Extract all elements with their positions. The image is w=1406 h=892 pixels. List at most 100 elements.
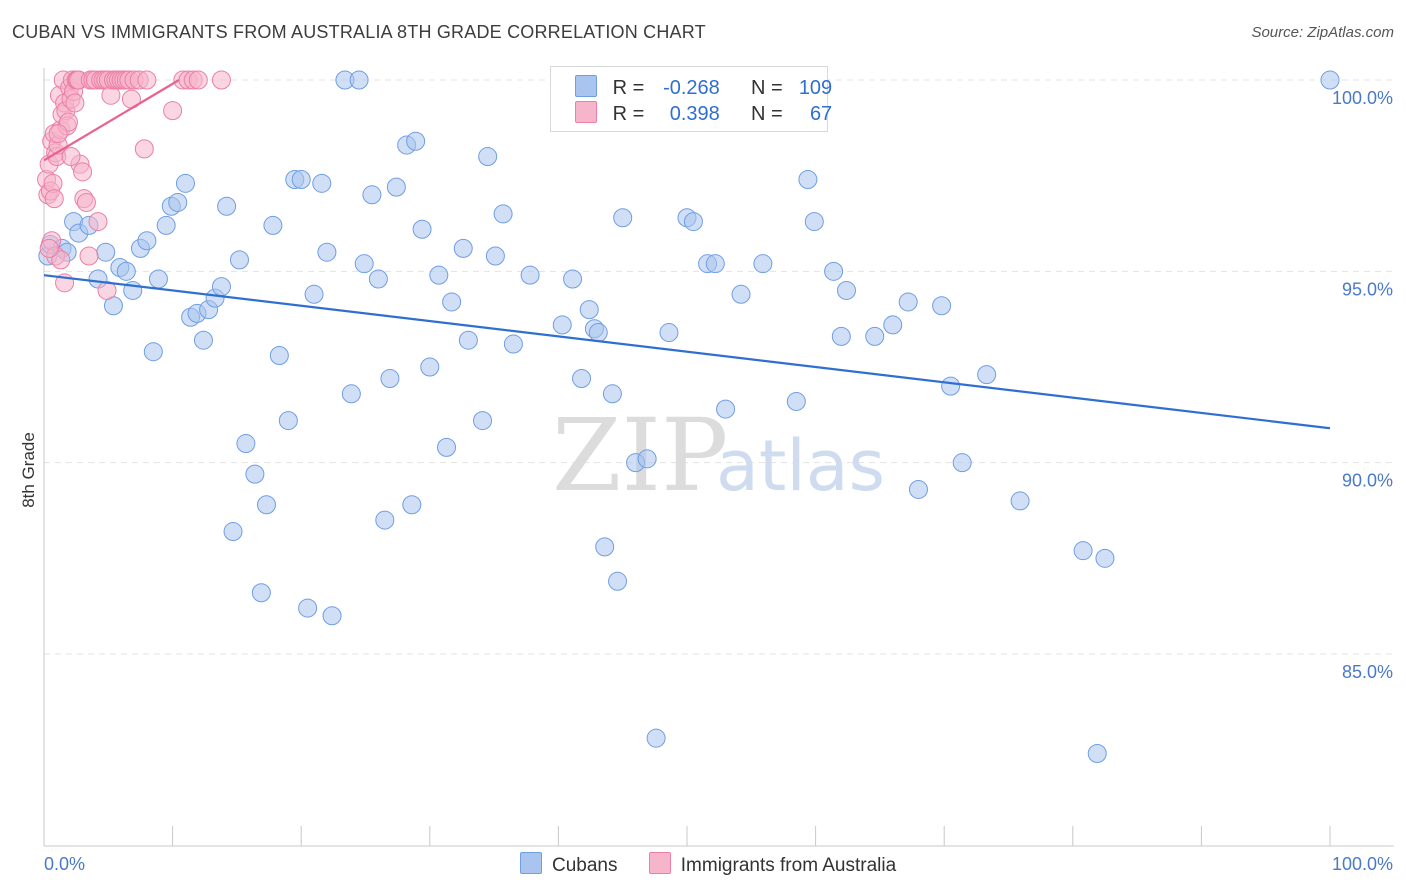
cubans-point (659, 323, 679, 343)
cubans-point (429, 265, 449, 285)
legend-item-cubans: Cubans (520, 852, 618, 877)
cubans-point (256, 495, 276, 515)
australia-point (76, 192, 96, 212)
cubans-point (251, 583, 271, 603)
cubans-trend-line (43, 274, 1331, 430)
cubans-point (898, 292, 918, 312)
cubans-point (503, 334, 523, 354)
cubans-point (716, 399, 736, 419)
cubans-point (442, 292, 462, 312)
australia-point (134, 139, 154, 159)
cubans-point (932, 296, 952, 316)
cubans-point (406, 131, 426, 151)
australia-point (188, 70, 208, 90)
cubans-point (143, 342, 163, 362)
cubans-point (977, 365, 997, 385)
points (37, 70, 1340, 763)
cubans-point (269, 346, 289, 366)
australia-point (211, 70, 231, 90)
n-label: N = (750, 103, 783, 125)
cubans-point (412, 219, 432, 239)
cubans-point (291, 169, 311, 189)
cubans-point (298, 598, 318, 618)
legend-swatch-australia (648, 852, 671, 874)
n-value: 67 (809, 103, 833, 125)
cubans-point (552, 315, 572, 335)
cubans-point (602, 384, 622, 404)
legend-label-australia: Immigrants from Australia (680, 855, 897, 876)
cubans-point (1010, 491, 1030, 511)
cubans-point (354, 254, 374, 274)
cubans-point (493, 204, 513, 224)
legend-item-australia: Immigrants from Australia (648, 852, 897, 877)
cubans-point (824, 261, 844, 281)
cubans-point (637, 449, 657, 469)
cubans-point (478, 147, 498, 167)
cubans-point (116, 261, 136, 281)
cubans-point (148, 269, 168, 289)
r-value: 0.398 (669, 103, 720, 125)
cubans-point (579, 300, 599, 320)
cubans-point (520, 265, 540, 285)
gridlines (44, 79, 1394, 655)
cubans-point (1320, 70, 1340, 90)
cubans-point (485, 246, 505, 266)
cubans-point (168, 192, 188, 212)
cubans-point (211, 277, 231, 297)
cubans-point (804, 212, 824, 232)
chart-title: CUBAN VS IMMIGRANTS FROM AUSTRALIA 8TH G… (12, 22, 706, 42)
legend-row-australia: R = 0.398 N = 67 (575, 101, 832, 127)
australia-point (39, 238, 59, 258)
australia-point (163, 101, 183, 121)
cubans-point (865, 326, 885, 346)
cubans-point (952, 453, 972, 473)
cubans-point (588, 323, 608, 343)
cubans-point (563, 269, 583, 289)
cubans-point (217, 196, 237, 216)
australia-trend-line (43, 79, 180, 162)
cubans-point (646, 728, 666, 748)
cubans-point (341, 384, 361, 404)
y-tick-label: 85.0% (1342, 662, 1393, 682)
n-value: 109 (798, 77, 833, 99)
source-label: Source: ZipAtlas.com (1251, 24, 1394, 41)
cubans-point (683, 212, 703, 232)
cubans-point (380, 368, 400, 388)
r-label: R = (612, 77, 645, 99)
cubans-point (236, 434, 256, 454)
australia-point (79, 246, 99, 266)
australia-point (137, 70, 157, 90)
legend-label-cubans: Cubans (552, 855, 618, 876)
cubans-point (175, 173, 195, 193)
cubans-point (1073, 541, 1093, 561)
y-tick-label: 95.0% (1342, 279, 1393, 299)
legend-swatch-cubans (575, 75, 597, 97)
cubans-point (368, 269, 388, 289)
cubans-point (437, 437, 457, 457)
x-tick-label: 100.0% (1332, 854, 1393, 874)
australia-point (51, 250, 71, 270)
cubans-point (731, 284, 751, 304)
cubans-point (473, 411, 493, 431)
cubans-point (595, 537, 615, 557)
cubans-point (96, 242, 116, 262)
australia-point (97, 280, 117, 300)
y-tick-label: 100.0% (1332, 88, 1393, 108)
n-label: N = (750, 77, 783, 99)
cubans-point (245, 464, 265, 484)
cubans-point (608, 571, 628, 591)
cubans-point (705, 254, 725, 274)
cubans-point (278, 411, 298, 431)
legend-swatch-australia (575, 101, 597, 123)
australia-point (65, 93, 85, 113)
stats-legend: R = -0.268 N = 109 R = 0.398 N = 67 (550, 66, 832, 132)
australia-point (48, 124, 68, 144)
y-tick-label: 90.0% (1342, 471, 1393, 491)
cubans-point (1087, 743, 1107, 763)
cubans-point (572, 368, 592, 388)
australia-point (44, 189, 64, 209)
trend-lines (43, 79, 1331, 430)
cubans-point (322, 606, 342, 626)
cubans-point (453, 238, 473, 258)
